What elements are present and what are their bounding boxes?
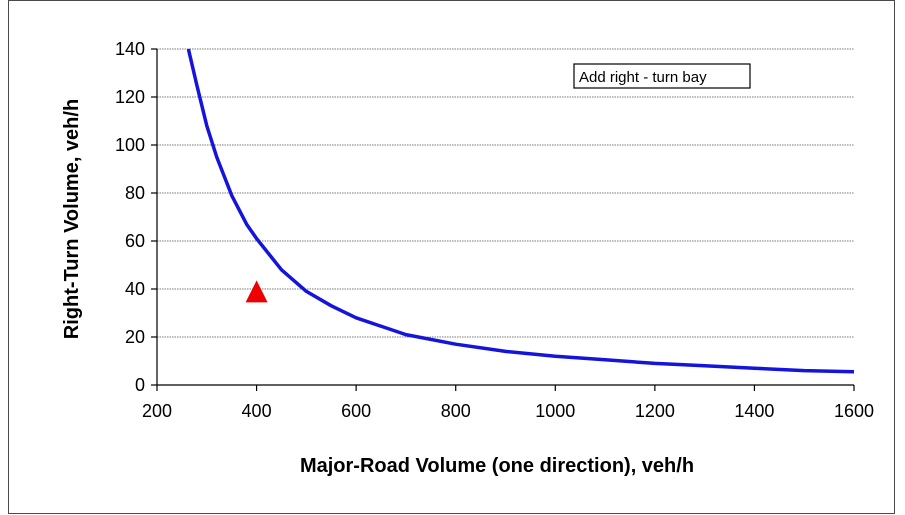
y-tick-label: 80: [125, 183, 145, 203]
y-tick-label: 100: [115, 135, 145, 155]
y-tick-label: 0: [135, 375, 145, 395]
annotation-text: Add right - turn bay: [579, 69, 707, 86]
triangle-marker: [245, 280, 268, 303]
series-line: [186, 48, 855, 374]
y-tick-label: 120: [115, 87, 145, 107]
y-tick-label: 20: [125, 327, 145, 347]
y-tick-label: 40: [125, 279, 145, 299]
grid-lines: [157, 48, 854, 338]
chart-frame: 200 400 600 800 1000 1200 1400 1600 0 20 40 60 80 10…: [8, 0, 895, 514]
x-tick-label: 600: [341, 401, 371, 421]
y-tick-label: 140: [115, 39, 145, 59]
x-tick-label: 800: [441, 401, 471, 421]
x-tick-label: 1400: [734, 401, 774, 421]
x-tick-label: 1600: [834, 401, 874, 421]
x-tick-label: 1200: [635, 401, 675, 421]
x-tick-label: 200: [142, 401, 172, 421]
x-axis-title: Major-Road Volume (one direction), veh/h: [300, 455, 694, 477]
x-tick-labels: 200 400 600 800 1000 1200 1400 1600: [142, 401, 874, 421]
y-tick-labels: 0 20 40 60 80 100 120 140: [115, 39, 145, 395]
axes: [151, 48, 855, 391]
series-layer: [186, 48, 855, 374]
x-tick-label: 400: [242, 401, 272, 421]
annotation-box: Add right - turn bay: [573, 63, 751, 89]
chart-svg: 200 400 600 800 1000 1200 1400 1600 0 20 40 60 80 10…: [61, 39, 874, 477]
x-tick-label: 1000: [535, 401, 575, 421]
y-tick-label: 60: [125, 231, 145, 251]
y-axis-title: Right-Turn Volume, veh/h: [61, 99, 83, 339]
